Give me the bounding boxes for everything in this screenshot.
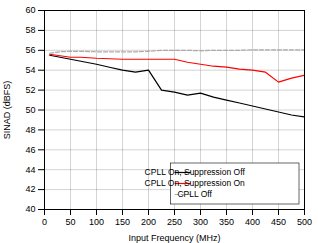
- svg-text:100: 100: [89, 217, 104, 227]
- svg-text:500: 500: [297, 217, 312, 227]
- svg-text:54: 54: [25, 65, 35, 75]
- svg-text:48: 48: [25, 125, 35, 135]
- svg-text:50: 50: [25, 105, 35, 115]
- svg-text:CPLL On, Suppression Off: CPLL On, Suppression Off: [145, 167, 246, 177]
- svg-text:46: 46: [25, 145, 35, 155]
- svg-text:200: 200: [141, 217, 156, 227]
- svg-text:50: 50: [65, 217, 75, 227]
- svg-text:150: 150: [115, 217, 130, 227]
- svg-text:CPLL Off: CPLL Off: [177, 189, 212, 199]
- svg-text:58: 58: [25, 25, 35, 35]
- svg-text:56: 56: [25, 45, 35, 55]
- svg-text:0: 0: [42, 217, 47, 227]
- svg-text:40: 40: [25, 204, 35, 214]
- svg-text:450: 450: [271, 217, 286, 227]
- svg-text:400: 400: [245, 217, 260, 227]
- svg-text:300: 300: [193, 217, 208, 227]
- svg-text:60: 60: [25, 5, 35, 15]
- svg-text:42: 42: [25, 184, 35, 194]
- svg-text:SINAD (dBFS): SINAD (dBFS): [2, 81, 12, 140]
- svg-text:Input Frequency (MHz): Input Frequency (MHz): [128, 233, 220, 243]
- svg-text:250: 250: [167, 217, 182, 227]
- svg-text:350: 350: [219, 217, 234, 227]
- svg-text:CPLL On, Suppression On: CPLL On, Suppression On: [145, 178, 246, 188]
- svg-text:44: 44: [25, 165, 35, 175]
- svg-text:52: 52: [25, 85, 35, 95]
